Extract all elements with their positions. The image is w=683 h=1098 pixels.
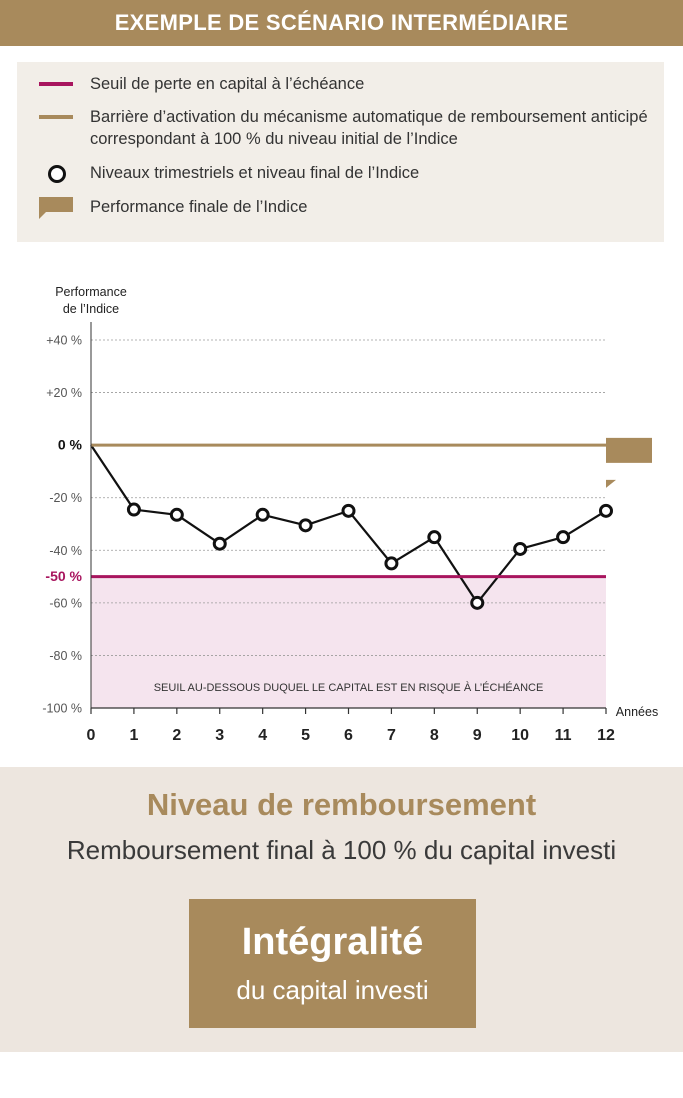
y-tick-label: +20 % xyxy=(46,386,82,400)
legend-item-barrier: Barrière d’activation du mécanisme autom… xyxy=(17,106,664,150)
y-tick-label: 0 % xyxy=(58,437,83,453)
circle-marker-icon xyxy=(48,165,66,183)
legend-label: Seuil de perte en capital à l’échéance xyxy=(90,75,365,93)
scenario-title: EXEMPLE DE SCÉNARIO INTERMÉDIAIRE xyxy=(0,0,683,46)
legend-label: Niveaux trimestriels et niveau final de … xyxy=(90,164,420,182)
y-tick-label: -80 % xyxy=(49,649,82,663)
y-tick-label: -100 % xyxy=(42,702,82,716)
x-tick-label: 7 xyxy=(387,727,396,744)
data-point xyxy=(599,503,613,518)
final-performance-flag: -25 % xyxy=(606,437,652,488)
legend-item-index-levels: Niveaux trimestriels et niveau final de … xyxy=(17,162,664,184)
reimbursement-level-subtitle: Remboursement final à 100 % du capital i… xyxy=(66,835,617,865)
legend-label: Performance finale de l’Indice xyxy=(90,198,308,216)
flag-box xyxy=(606,437,652,463)
legend-item-final-performance: Performance finale de l’Indice xyxy=(17,196,664,219)
y-tick-label: +40 % xyxy=(46,334,82,348)
flag-tail xyxy=(606,479,616,488)
reimbursement-panel: Niveau de remboursement Remboursement fi… xyxy=(0,767,683,1052)
result-main-text: Intégralité xyxy=(241,921,424,963)
data-point xyxy=(255,507,270,522)
x-axis-title: Années xyxy=(616,705,658,719)
barrier-line-icon xyxy=(39,115,73,119)
x-tick-label: 3 xyxy=(215,727,224,744)
data-point xyxy=(126,502,141,517)
result-sub-text: du capital investi xyxy=(236,975,429,1005)
result-box: Intégralité du capital investi xyxy=(189,899,476,1028)
x-tick-label: 12 xyxy=(597,727,615,744)
legend-item-loss-threshold: Seuil de perte en capital à l’échéance xyxy=(17,73,664,95)
y-tick-label: -50 % xyxy=(45,568,82,584)
data-point xyxy=(212,536,227,551)
x-tick-label: 10 xyxy=(511,727,529,744)
risk-zone xyxy=(91,576,606,708)
y-axis-title: de l’Indice xyxy=(63,302,119,316)
data-point xyxy=(298,518,313,533)
x-tick-label: 0 xyxy=(87,727,96,744)
legend-label: Barrière d’activation du mécanisme autom… xyxy=(90,108,648,148)
x-tick-label: 1 xyxy=(129,727,138,744)
y-axis-title: Performance xyxy=(55,285,127,299)
x-tick-label: 2 xyxy=(172,727,181,744)
y-tick-label: -20 % xyxy=(49,491,82,505)
final-performance-label: -25 % xyxy=(612,469,646,484)
y-tick-label: -60 % xyxy=(49,596,82,610)
x-tick-label: 6 xyxy=(344,727,353,744)
data-point xyxy=(384,556,399,571)
reimbursement-level-title: Niveau de remboursement xyxy=(146,787,537,822)
flag-icon xyxy=(39,197,73,219)
x-tick-label: 8 xyxy=(430,727,439,744)
performance-chart: SEUIL AU-DESSOUS DUQUEL LE CAPITAL EST E… xyxy=(42,285,658,744)
x-tick-label: 11 xyxy=(555,727,572,744)
legend: Seuil de perte en capital à l’échéance B… xyxy=(17,62,664,242)
x-tick-label: 4 xyxy=(258,727,267,744)
risk-zone-label: SEUIL AU-DESSOUS DUQUEL LE CAPITAL EST E… xyxy=(154,681,544,694)
data-point xyxy=(556,530,571,545)
x-tick-label: 9 xyxy=(473,727,482,744)
data-point xyxy=(341,503,356,518)
y-tick-label: -40 % xyxy=(49,544,82,558)
data-point xyxy=(470,595,485,610)
data-point xyxy=(513,541,528,556)
data-point xyxy=(427,530,442,545)
loss-threshold-line-icon xyxy=(39,82,73,86)
data-point xyxy=(169,507,184,522)
x-tick-label: 5 xyxy=(301,727,310,744)
